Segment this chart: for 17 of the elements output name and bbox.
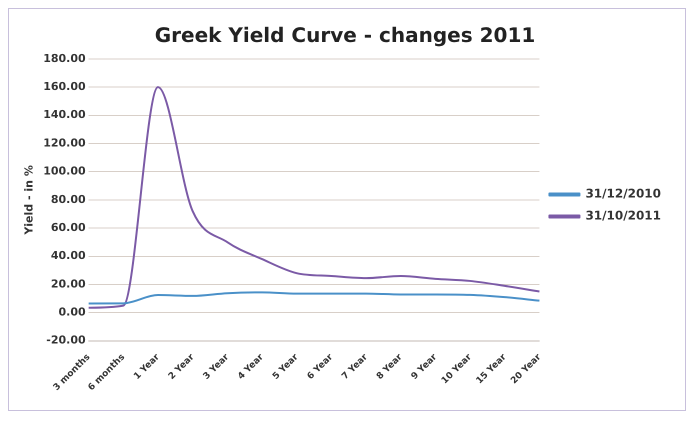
y-tick-label: 0.00	[58, 306, 86, 318]
y-tick-label: -20.00	[46, 334, 86, 347]
y-tick-label: 80.00	[50, 192, 86, 206]
y-tick-label: 100.00	[43, 164, 86, 178]
y-tick-label: 120.00	[43, 136, 86, 150]
y-axis-title: Yield - in %	[22, 165, 36, 236]
y-tick-label: 180.00	[43, 52, 86, 65]
y-tick-label: 160.00	[43, 80, 86, 94]
legend-label: 31/12/2010	[585, 186, 661, 201]
chart-title: Greek Yield Curve - changes 2011	[154, 23, 536, 48]
y-tick-label: 60.00	[50, 220, 86, 234]
line-series	[88, 86, 540, 309]
legend-label: 31/10/2011	[585, 208, 661, 223]
y-tick-label: 40.00	[50, 249, 86, 262]
y-tick-label: 20.00	[50, 277, 86, 290]
line-series	[88, 291, 540, 304]
y-tick-label: 140.00	[43, 108, 86, 122]
